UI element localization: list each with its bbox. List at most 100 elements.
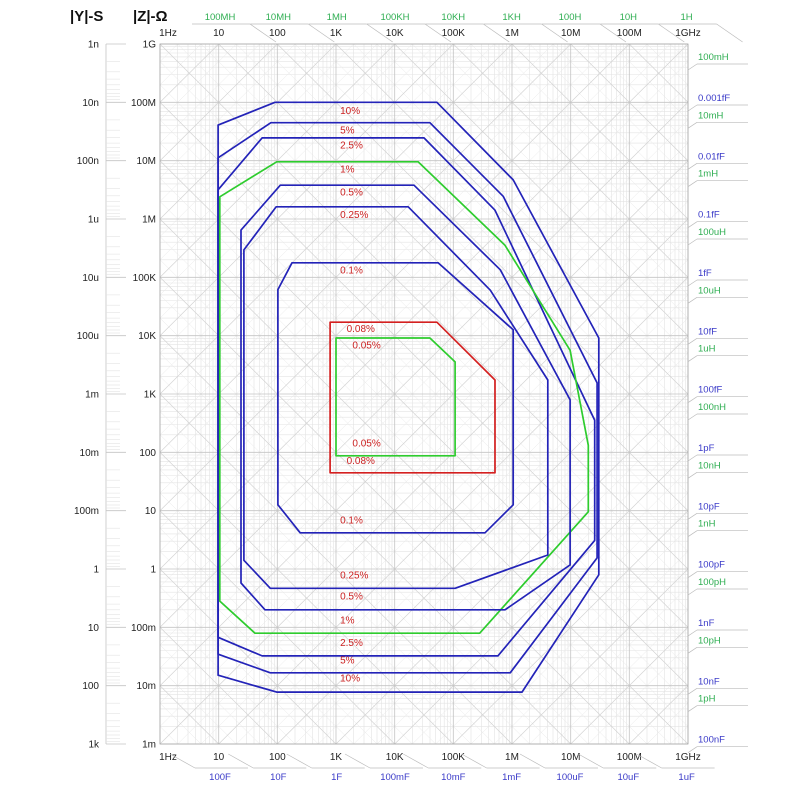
- svg-text:100MH: 100MH: [205, 12, 236, 23]
- svg-text:10H: 10H: [620, 12, 638, 23]
- svg-text:100uF: 100uF: [557, 772, 584, 783]
- svg-text:0.08%: 0.08%: [347, 324, 375, 335]
- svg-text:100: 100: [139, 448, 156, 459]
- svg-text:1%: 1%: [340, 615, 355, 626]
- svg-text:1Hz: 1Hz: [159, 752, 177, 763]
- y-admittance-axis-title: |Y|-S: [70, 8, 104, 25]
- svg-text:100M: 100M: [617, 752, 642, 763]
- svg-text:10%: 10%: [340, 674, 360, 685]
- svg-text:100n: 100n: [77, 156, 99, 167]
- svg-text:100F: 100F: [209, 772, 231, 783]
- svg-text:1mF: 1mF: [502, 772, 521, 783]
- svg-text:1F: 1F: [331, 772, 342, 783]
- svg-text:10MH: 10MH: [266, 12, 291, 23]
- svg-text:100KH: 100KH: [380, 12, 409, 23]
- svg-text:10M: 10M: [561, 28, 580, 39]
- svg-text:1: 1: [150, 565, 156, 576]
- svg-text:1uH: 1uH: [698, 344, 716, 355]
- svg-text:1M: 1M: [505, 752, 519, 763]
- svg-text:5%: 5%: [340, 125, 355, 136]
- svg-text:100K: 100K: [442, 28, 466, 39]
- svg-text:100K: 100K: [442, 752, 466, 763]
- svg-text:10M: 10M: [561, 752, 580, 763]
- svg-text:1pH: 1pH: [698, 694, 716, 705]
- svg-text:1nH: 1nH: [698, 519, 716, 530]
- svg-text:2.5%: 2.5%: [340, 140, 363, 151]
- svg-text:1: 1: [93, 565, 99, 576]
- svg-text:10K: 10K: [386, 28, 404, 39]
- svg-text:100nF: 100nF: [698, 735, 725, 746]
- svg-text:1m: 1m: [85, 390, 99, 401]
- svg-text:10M: 10M: [137, 156, 156, 167]
- lc-callout-labels: 100MH 10MH 1MH 100KH 10KH 1KH 100H 10H 1H 100F 10F…: [169, 12, 748, 783]
- svg-text:100u: 100u: [77, 331, 99, 342]
- svg-text:100m: 100m: [131, 623, 156, 634]
- plot-border: [159, 43, 689, 745]
- svg-text:100M: 100M: [617, 28, 642, 39]
- svg-text:100pH: 100pH: [698, 577, 726, 588]
- svg-text:100mF: 100mF: [380, 772, 410, 783]
- svg-text:10%: 10%: [340, 106, 360, 117]
- svg-text:5%: 5%: [340, 656, 355, 667]
- accuracy-contours: [217, 101, 600, 693]
- svg-text:1GHz: 1GHz: [675, 752, 701, 763]
- contour-percent-labels: 10% 10% 5% 5% 2.5% 2.5% 1% 1% 0.5% 0.5% 0.25% 0.25%…: [340, 106, 381, 685]
- svg-text:1uF: 1uF: [678, 772, 695, 783]
- svg-text:0.001fF: 0.001fF: [698, 93, 730, 104]
- svg-text:1M: 1M: [505, 28, 519, 39]
- svg-text:0.05%: 0.05%: [352, 439, 380, 450]
- svg-text:100K: 100K: [133, 273, 157, 284]
- svg-text:10KH: 10KH: [441, 12, 465, 23]
- svg-text:10mF: 10mF: [441, 772, 465, 783]
- svg-text:0.01fF: 0.01fF: [698, 151, 725, 162]
- svg-text:1Hz: 1Hz: [159, 28, 177, 39]
- svg-text:100: 100: [82, 681, 99, 692]
- svg-text:1fF: 1fF: [698, 268, 712, 279]
- svg-text:1n: 1n: [88, 40, 99, 51]
- svg-text:10F: 10F: [270, 772, 287, 783]
- svg-text:0.1%: 0.1%: [340, 516, 363, 527]
- svg-text:10uH: 10uH: [698, 285, 721, 296]
- svg-text:0.5%: 0.5%: [340, 591, 363, 602]
- svg-text:10: 10: [213, 752, 225, 763]
- axis-tick-labels: 1Hz1Hz10101001001K1K10K10K100K100K1M1M10…: [74, 28, 701, 763]
- svg-text:1K: 1K: [330, 752, 343, 763]
- svg-text:1m: 1m: [142, 740, 156, 751]
- svg-text:1nF: 1nF: [698, 618, 715, 629]
- svg-text:10: 10: [145, 506, 157, 517]
- svg-text:1K: 1K: [144, 390, 157, 401]
- svg-text:1%: 1%: [340, 164, 355, 175]
- svg-text:10nF: 10nF: [698, 676, 720, 687]
- svg-text:1k: 1k: [88, 740, 100, 751]
- svg-text:10pF: 10pF: [698, 501, 720, 512]
- svg-text:1u: 1u: [88, 215, 99, 226]
- svg-text:10pH: 10pH: [698, 635, 721, 646]
- svg-text:10: 10: [213, 28, 225, 39]
- svg-text:10u: 10u: [82, 273, 99, 284]
- svg-text:1M: 1M: [142, 215, 156, 226]
- svg-text:0.5%: 0.5%: [340, 188, 363, 199]
- svg-text:100uH: 100uH: [698, 227, 726, 238]
- svg-text:100H: 100H: [559, 12, 582, 23]
- svg-text:100nH: 100nH: [698, 402, 726, 413]
- svg-text:100pF: 100pF: [698, 560, 725, 571]
- svg-text:1K: 1K: [330, 28, 343, 39]
- svg-text:100fF: 100fF: [698, 385, 722, 396]
- svg-text:10m: 10m: [137, 681, 156, 692]
- svg-text:1G: 1G: [143, 40, 157, 51]
- svg-text:0.25%: 0.25%: [340, 570, 368, 581]
- svg-text:100: 100: [269, 28, 286, 39]
- svg-text:100M: 100M: [131, 98, 156, 109]
- svg-text:10n: 10n: [82, 98, 99, 109]
- svg-text:2.5%: 2.5%: [340, 638, 363, 649]
- svg-text:10nH: 10nH: [698, 460, 721, 471]
- svg-text:10fF: 10fF: [698, 326, 717, 337]
- svg-text:1KH: 1KH: [502, 12, 521, 23]
- svg-text:10mH: 10mH: [698, 110, 723, 121]
- svg-text:10: 10: [88, 623, 100, 634]
- svg-text:1pF: 1pF: [698, 443, 715, 454]
- svg-text:10uF: 10uF: [617, 772, 639, 783]
- svg-text:100m: 100m: [74, 506, 99, 517]
